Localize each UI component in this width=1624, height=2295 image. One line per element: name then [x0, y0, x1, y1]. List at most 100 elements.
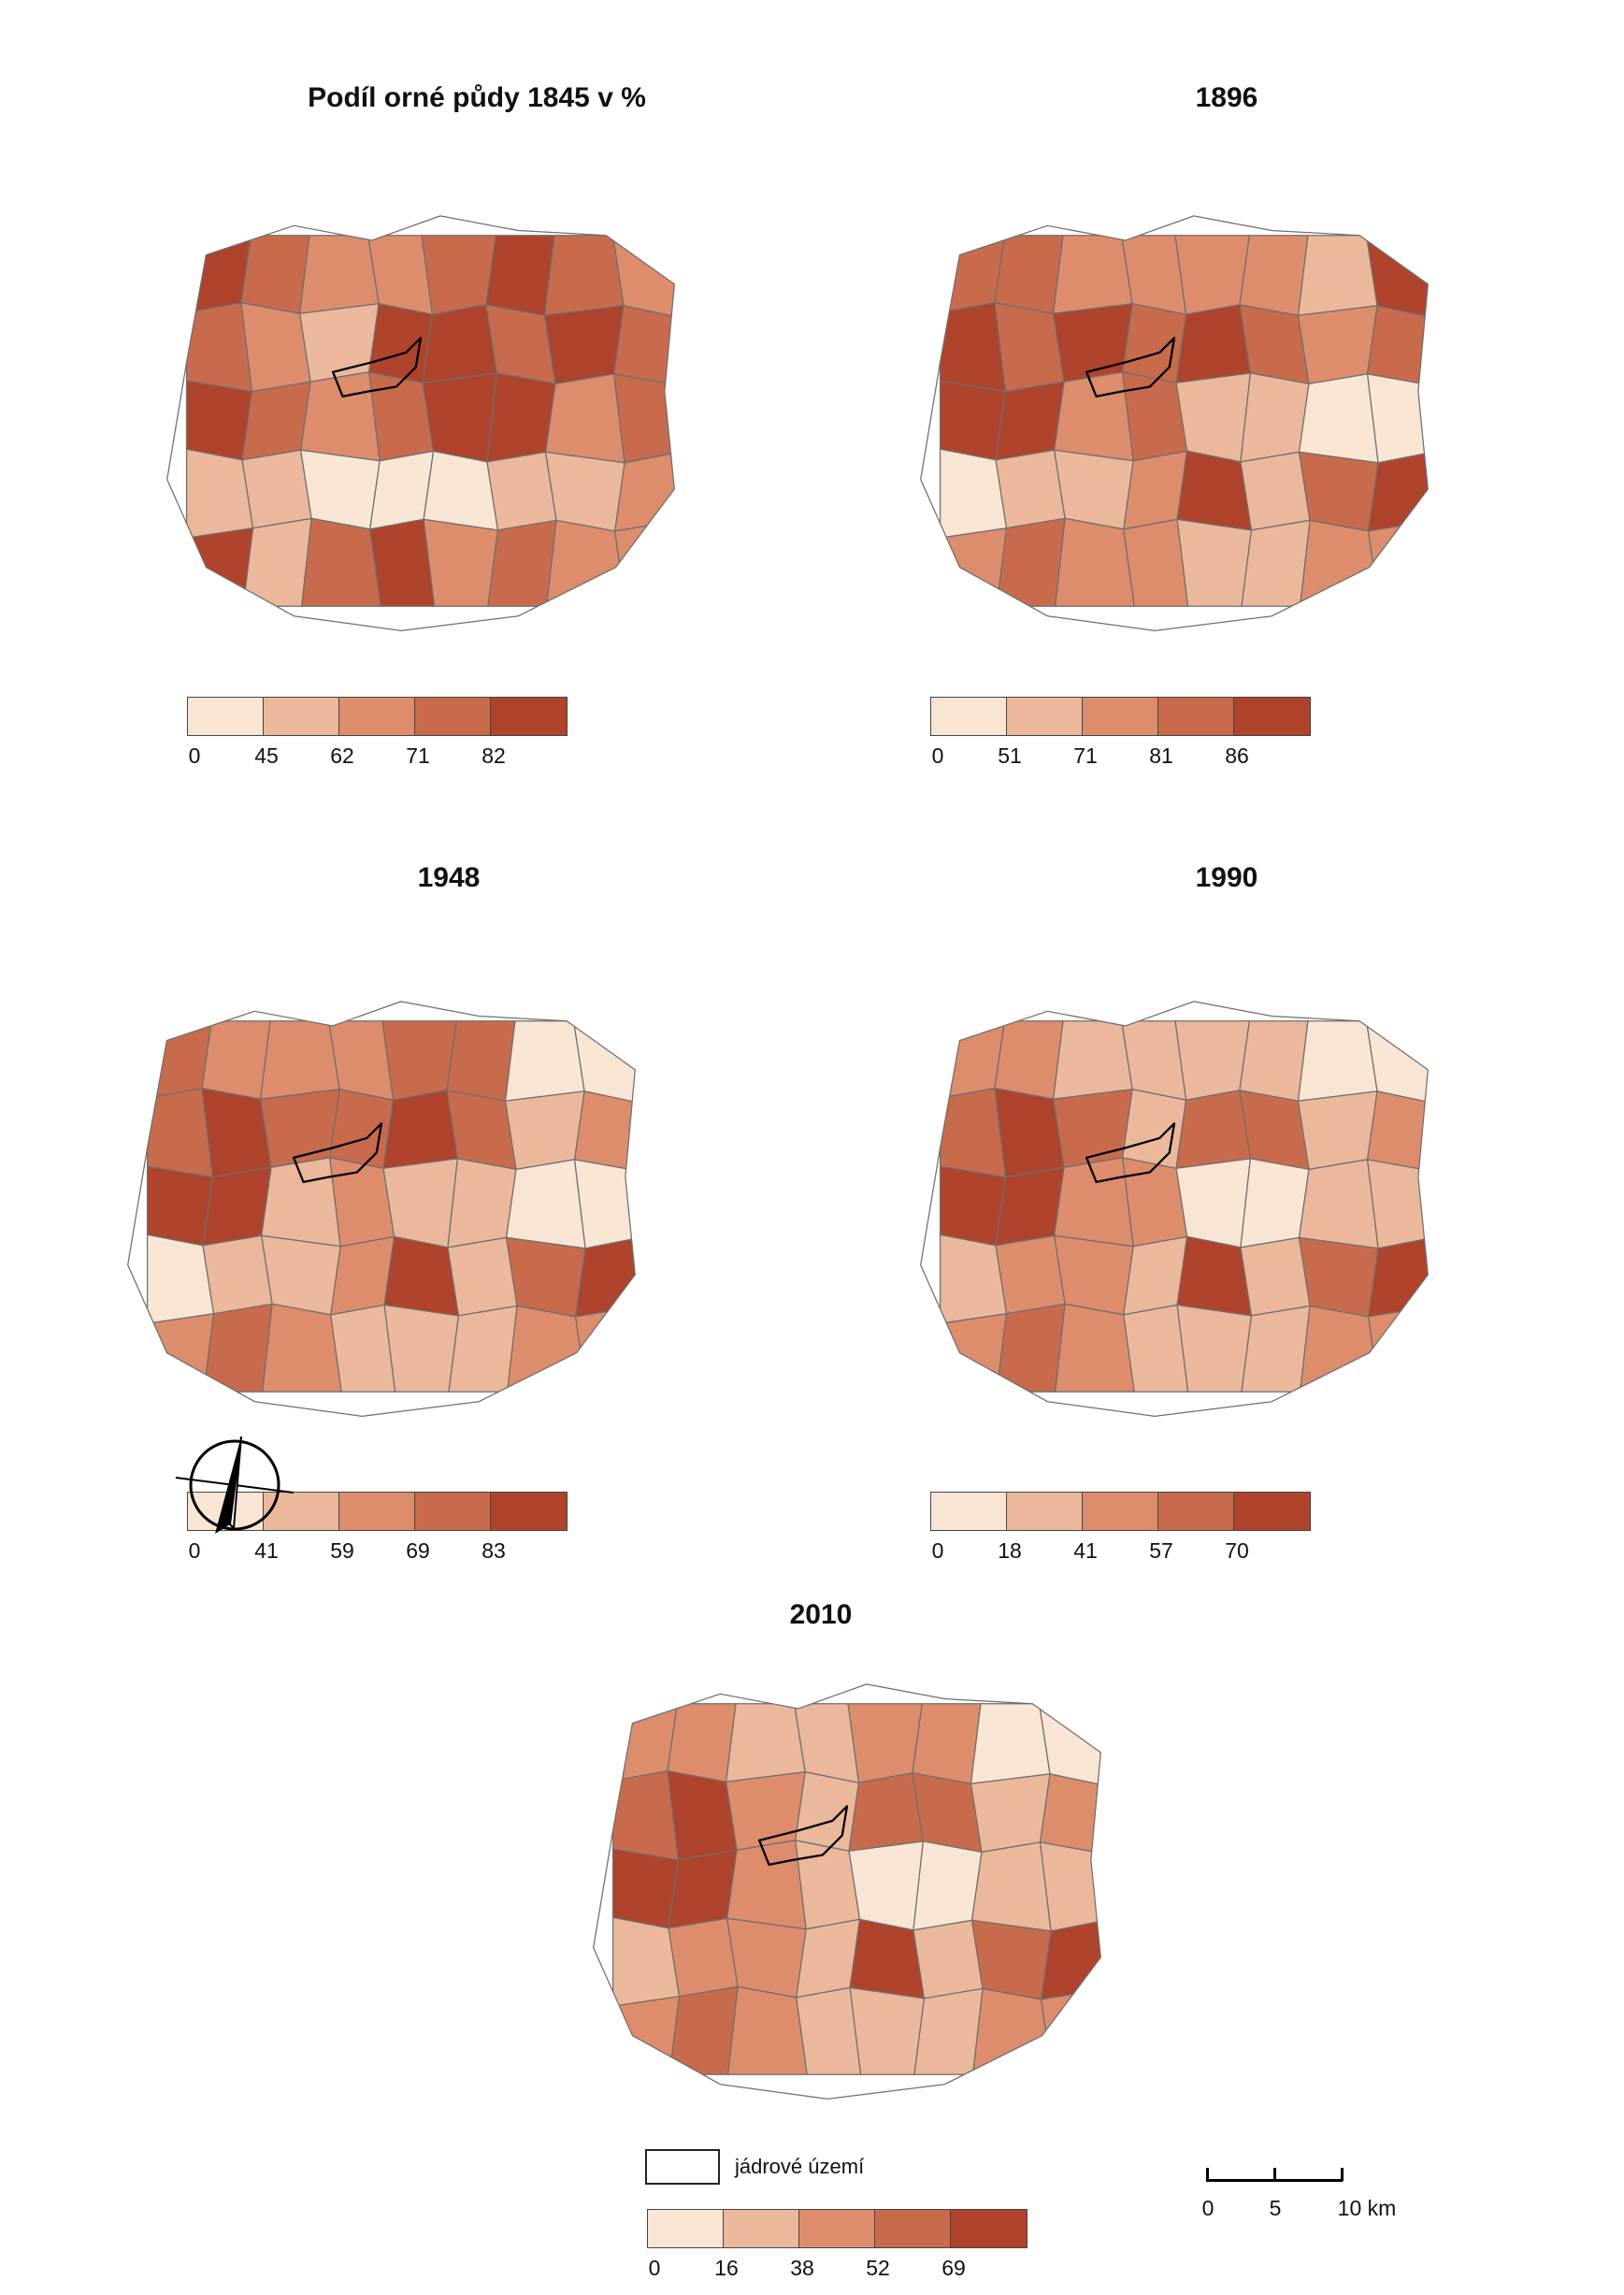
legend-break-label: 18: [998, 1538, 1022, 1563]
map-region: [611, 1770, 680, 1861]
scale-tick-0: [1206, 2168, 1209, 2181]
map-region: [848, 1840, 925, 1931]
map-region: [994, 1020, 1064, 1100]
legend-break-label: 0: [188, 1538, 201, 1563]
legend-break-label: 70: [1225, 1538, 1249, 1563]
map-region: [504, 1090, 585, 1170]
map-region: [1298, 373, 1379, 464]
map-region: [939, 1088, 1007, 1178]
map-region: [1298, 1236, 1379, 1318]
legend-swatch: [1083, 1493, 1158, 1530]
map-region: [543, 305, 625, 384]
map-region: [544, 451, 625, 532]
map-region: [939, 1313, 1008, 1393]
map-region: [1366, 1159, 1429, 1249]
map-region: [1041, 1920, 1101, 2000]
map-region: [1175, 1090, 1252, 1169]
map-region: [422, 372, 498, 463]
map-region: [262, 1303, 342, 1393]
legend-break-label: 71: [406, 743, 430, 768]
map-region: [612, 373, 675, 464]
map-region: [1299, 1305, 1380, 1393]
map-region: [995, 449, 1066, 529]
map-region: [1054, 1234, 1134, 1316]
map-region: [447, 1158, 517, 1249]
map-region: [1368, 452, 1429, 532]
map-region: [146, 1313, 215, 1393]
map-region: [668, 1917, 739, 1998]
map-region: [614, 520, 675, 607]
map-region: [726, 1917, 807, 1999]
map-region: [368, 303, 434, 383]
legend-1845: 0 45 62 71 82: [187, 697, 580, 779]
map-region: [1175, 1158, 1252, 1249]
map-region: [970, 1919, 1052, 2000]
map-region: [1039, 1841, 1101, 1932]
map-region: [487, 519, 557, 607]
legend-break-label: 0: [931, 743, 944, 768]
map-region: [970, 1841, 1052, 1932]
map-region: [423, 518, 499, 607]
map-region: [995, 381, 1065, 461]
map-region: [261, 1234, 341, 1316]
map-region: [995, 1234, 1066, 1315]
map-region: [1055, 517, 1135, 607]
map-1896: [920, 215, 1429, 631]
legend-swatch: [724, 2210, 799, 2247]
legend-swatch: [415, 698, 491, 735]
map-region: [1241, 519, 1311, 607]
city-boundary: [920, 215, 1429, 631]
legend-swatch: [1007, 1493, 1083, 1530]
map-region: [970, 1773, 1051, 1853]
map-region: [1366, 373, 1429, 464]
map-region: [939, 1165, 1007, 1247]
map-region: [1298, 451, 1379, 532]
legend-swatch: [1158, 1493, 1234, 1530]
map-region: [1240, 372, 1310, 463]
legend-swatch: [799, 2210, 875, 2247]
map-region: [505, 1159, 586, 1249]
legend-swatch: [491, 1493, 567, 1530]
map-region: [301, 517, 381, 607]
scale-tick-5: [1273, 2168, 1276, 2181]
map-region: [1052, 1020, 1133, 1100]
scale-tick-10: [1341, 2168, 1344, 2181]
legend-1896: 0 51 71 81 86: [930, 697, 1323, 779]
map-region: [1122, 1089, 1187, 1169]
map-region: [446, 1020, 516, 1102]
legend-swatch: [491, 698, 567, 735]
map-region: [1239, 235, 1309, 316]
map-region: [1054, 1157, 1134, 1248]
legend-color-bar: [930, 697, 1311, 736]
legend-break-label: 16: [714, 2256, 739, 2280]
map-region: [421, 235, 496, 315]
legend-break-label: 69: [941, 2256, 966, 2280]
map-region: [545, 519, 626, 607]
map-region: [300, 371, 381, 462]
map-region: [382, 1158, 459, 1249]
map-region: [1368, 1237, 1429, 1318]
map-region: [575, 1306, 636, 1393]
legend-break-label: 38: [790, 2256, 814, 2280]
map-region: [486, 372, 556, 463]
panel-title-1990: 1990: [1195, 862, 1258, 893]
map-region: [298, 235, 380, 314]
map-region: [913, 1987, 984, 2075]
legend-break-label: 0: [188, 743, 201, 768]
map-region: [726, 1840, 807, 1930]
map-region: [994, 235, 1064, 314]
legend-swatch: [931, 1493, 1007, 1530]
map-region: [727, 1985, 808, 2075]
map-region: [185, 527, 254, 607]
map-region: [1055, 1303, 1135, 1393]
core-area-outline: [331, 337, 423, 398]
map-region: [939, 380, 1007, 461]
map-region: [1299, 519, 1380, 607]
map-region: [1176, 518, 1253, 607]
legend-break-label: 82: [481, 743, 506, 768]
map-region: [667, 1703, 737, 1783]
map-region: [146, 1088, 214, 1178]
legend-color-bar: [647, 2209, 1028, 2248]
scale-label-5: 5: [1269, 2196, 1282, 2220]
map-region: [201, 1020, 271, 1100]
